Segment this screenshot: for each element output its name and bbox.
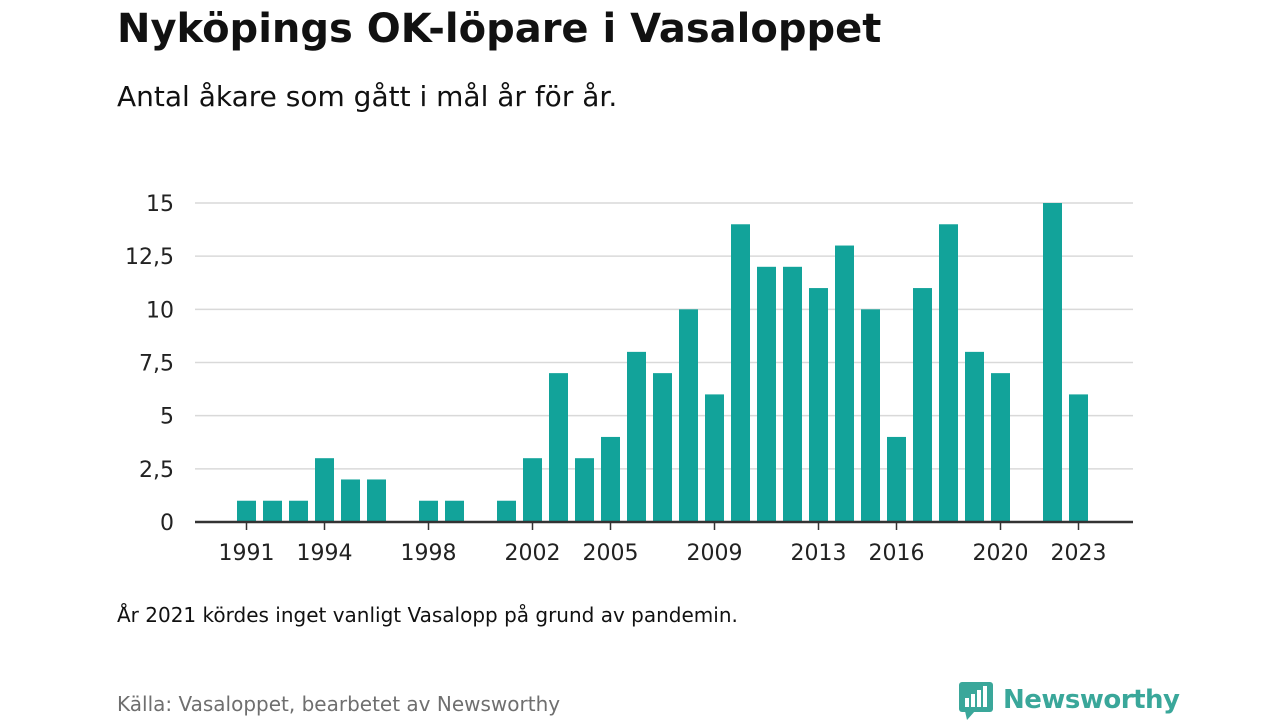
x-tick-label: 1994 [297, 541, 353, 566]
bar-2018 [939, 224, 958, 522]
source-text: Källa: Vasaloppet, bearbetet av Newswort… [117, 692, 561, 716]
newsworthy-logo: Newsworthy [959, 680, 1180, 720]
x-tick-label: 1991 [219, 541, 275, 566]
bar-2006 [627, 351, 646, 522]
y-tick-label: 0 [160, 511, 174, 536]
bar-2002 [523, 458, 542, 522]
x-tick-label: 2009 [687, 541, 743, 566]
bars [237, 203, 1088, 523]
brand-name: Newsworthy [1003, 685, 1180, 715]
chart-title: Nyköpings OK-löpare i Vasaloppet [117, 6, 882, 52]
bar-2001 [497, 500, 516, 522]
bar-2013 [809, 288, 828, 522]
bar-2003 [549, 373, 568, 522]
bar-2004 [575, 458, 594, 522]
y-tick-label: 12,5 [125, 245, 174, 270]
bar-2023 [1069, 394, 1088, 522]
bar-2014 [835, 245, 854, 523]
bar-2009 [705, 394, 724, 522]
y-tick-label: 2,5 [139, 458, 174, 483]
bar-chart: 0 2,5 5 7,5 10 12,5 15 1991 1994 1998 2002 2005 2009… [125, 192, 1133, 566]
bar-2008 [679, 309, 698, 522]
x-tick-label: 2013 [791, 541, 847, 566]
y-tick-label: 5 [160, 405, 174, 430]
bar-2019 [965, 351, 984, 522]
axes: 0 2,5 5 7,5 10 12,5 15 1991 1994 1998 2002 2005 2009… [125, 192, 1133, 566]
bar-2022 [1043, 203, 1062, 522]
bar-1996 [367, 479, 386, 522]
bar-2011 [757, 266, 776, 522]
chart-bubble-icon [959, 682, 993, 720]
chart-subtitle: Antal åkare som gått i mål år för år. [117, 80, 618, 113]
x-tick-label: 2002 [505, 541, 561, 566]
bar-1991 [237, 500, 256, 522]
bar-2016 [887, 436, 906, 522]
y-tick-label: 7,5 [139, 352, 174, 377]
bar-2005 [601, 436, 620, 522]
x-tick-label: 1998 [401, 541, 457, 566]
y-tick-label: 15 [146, 192, 174, 217]
bar-1994 [315, 458, 334, 522]
y-tick-label: 10 [146, 298, 174, 323]
x-tick-label: 2023 [1051, 541, 1107, 566]
bar-1992 [263, 500, 282, 522]
bar-1995 [341, 479, 360, 522]
bar-2007 [653, 373, 672, 522]
x-tick-label: 2005 [583, 541, 639, 566]
x-tick-label: 2016 [869, 541, 925, 566]
bar-2015 [861, 309, 880, 522]
bar-1998 [419, 500, 438, 522]
bar-2020 [991, 373, 1010, 522]
bar-1999 [445, 500, 464, 522]
x-tick-label: 2020 [973, 541, 1029, 566]
bar-2010 [731, 224, 750, 522]
bar-2012 [783, 266, 802, 522]
bar-1993 [289, 500, 308, 522]
chart-note: År 2021 kördes inget vanligt Vasalopp på… [117, 603, 738, 627]
bar-2017 [913, 288, 932, 522]
